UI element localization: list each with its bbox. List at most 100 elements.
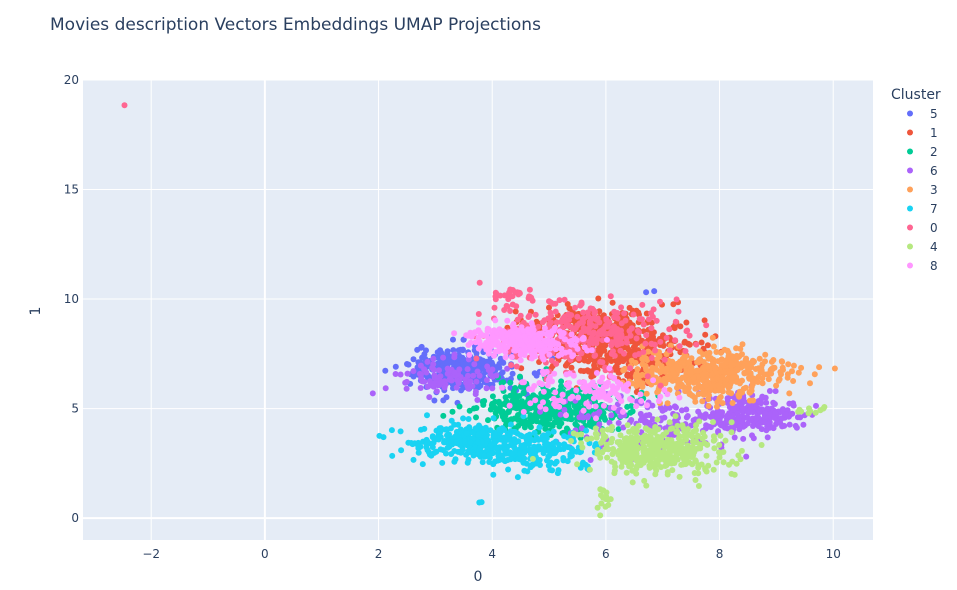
scatter-point (596, 421, 603, 428)
scatter-point (496, 426, 503, 433)
scatter-point (634, 454, 640, 461)
scatter-point (658, 367, 665, 374)
scatter-point (482, 424, 489, 431)
scatter-point (599, 337, 606, 344)
scatter-point (698, 461, 705, 468)
scatter-point (500, 379, 507, 386)
scatter-point (744, 408, 751, 415)
scatter-point (389, 452, 396, 459)
scatter-point (556, 328, 563, 335)
scatter-point (629, 479, 636, 486)
scatter-point (662, 463, 669, 469)
scatter-point (677, 364, 684, 371)
scatter-point (489, 400, 496, 407)
scatter-point (735, 361, 742, 368)
plot-area[interactable] (83, 79, 873, 540)
scatter-point (551, 450, 558, 457)
scatter-point (587, 457, 594, 463)
scatter-point (566, 348, 573, 355)
scatter-point (625, 346, 632, 353)
scatter-point (509, 322, 516, 329)
legend-item-3[interactable]: 3 (907, 183, 938, 197)
scatter-point (637, 410, 644, 417)
legend-items[interactable]: 5 1 2 6 3 7 0 4 8 (907, 107, 938, 273)
scatter-point (614, 439, 621, 446)
legend-item-5[interactable]: 5 (907, 107, 938, 121)
scatter-point (472, 388, 479, 395)
scatter-point (666, 419, 673, 426)
scatter-point (785, 361, 792, 368)
scatter-point (585, 368, 592, 375)
legend-marker (907, 243, 913, 250)
scatter-point (542, 347, 548, 354)
scatter-point (615, 426, 622, 433)
legend-item-4[interactable]: 4 (907, 240, 938, 254)
scatter-point (540, 450, 547, 457)
scatter-point (684, 413, 691, 419)
scatter-point (592, 441, 599, 447)
scatter-point (690, 374, 697, 381)
scatter-point (710, 382, 717, 389)
scatter-point (649, 460, 656, 466)
scatter-point (770, 399, 777, 406)
scatter-point (600, 487, 607, 494)
scatter-point (634, 437, 641, 444)
scatter-point (653, 462, 660, 469)
scatter-point (553, 319, 560, 326)
legend[interactable]: Cluster 5 1 2 6 3 7 0 4 8 (891, 87, 941, 273)
scatter-point (602, 433, 609, 440)
scatter-point (547, 342, 554, 349)
scatter-point (569, 324, 576, 331)
scatter-point (476, 279, 483, 286)
scatter-point (718, 362, 725, 368)
scatter-point (619, 408, 626, 415)
scatter-point (604, 336, 610, 343)
scatter-point (594, 450, 601, 457)
scatter-point (586, 320, 593, 327)
legend-item-7[interactable]: 7 (907, 202, 938, 216)
scatter-point (714, 412, 721, 419)
scatter-point (679, 422, 686, 429)
scatter-point (780, 366, 786, 373)
scatter-point (546, 298, 552, 305)
scatter-point (455, 448, 462, 455)
scatter-point (622, 317, 629, 324)
scatter-point (437, 373, 444, 380)
scatter-point (568, 341, 575, 348)
scatter-point (517, 312, 524, 319)
legend-item-6[interactable]: 6 (907, 164, 938, 178)
scatter-point (798, 408, 805, 415)
scatter-point (642, 340, 649, 347)
scatter-point (449, 408, 456, 415)
scatter-point (649, 416, 656, 423)
scatter-point (451, 330, 458, 337)
scatter-point (475, 345, 482, 352)
legend-item-1[interactable]: 1 (907, 126, 938, 140)
scatter-point (675, 308, 682, 315)
scatter-point (627, 365, 634, 372)
legend-item-2[interactable]: 2 (907, 145, 938, 159)
scatter-point (440, 447, 447, 454)
scatter-point (590, 395, 597, 402)
scatter-point (513, 363, 520, 370)
scatter-point (561, 296, 568, 303)
scatter-point (475, 311, 482, 317)
series-7 (376, 412, 602, 506)
scatter-point (772, 388, 779, 395)
scatter-point (664, 391, 671, 398)
scatter-point (578, 350, 585, 357)
scatter-point (546, 374, 553, 381)
scatter-point (683, 328, 690, 335)
legend-marker (907, 148, 913, 155)
scatter-point (729, 400, 736, 406)
scatter-point (676, 433, 683, 440)
legend-item-0[interactable]: 0 (907, 221, 938, 235)
scatter-point (608, 427, 615, 433)
scatter-point (660, 342, 667, 349)
x-tick-label: 0 (261, 547, 269, 561)
scatter-point (526, 386, 532, 392)
scatter-point (632, 342, 639, 349)
legend-marker (907, 262, 913, 269)
legend-item-8[interactable]: 8 (907, 259, 938, 273)
scatter-point (497, 292, 504, 299)
